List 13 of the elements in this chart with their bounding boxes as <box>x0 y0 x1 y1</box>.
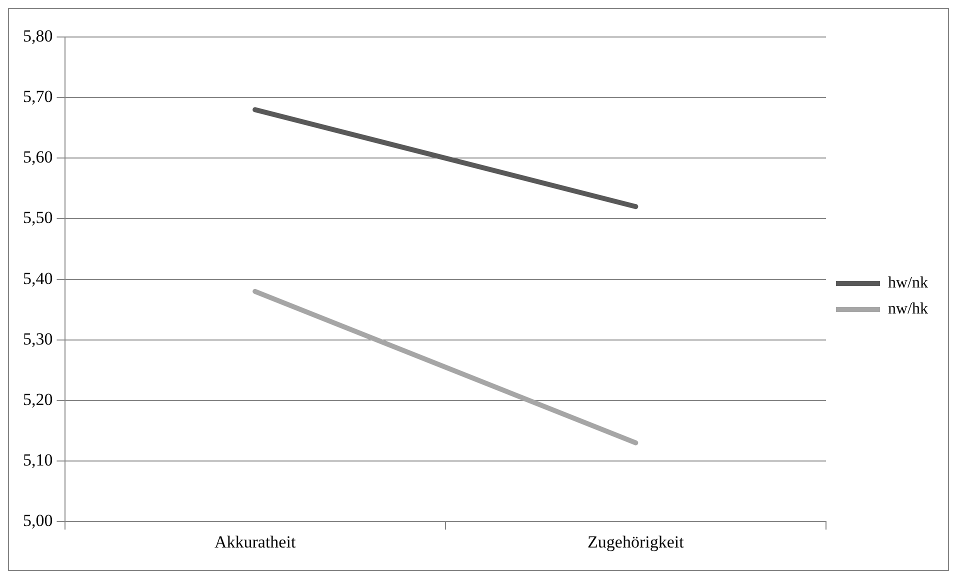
y-tick-label: 5,70 <box>23 87 53 106</box>
y-tick-label: 5,00 <box>23 511 53 530</box>
y-tick-label: 5,10 <box>23 450 53 470</box>
y-tick-label: 5,30 <box>23 329 53 348</box>
legend-label: nw/hk <box>888 300 928 318</box>
x-tick-label: Zugehörigkeit <box>588 532 684 552</box>
y-tick-label: 5,80 <box>23 26 53 46</box>
x-tick-label: Akkuratheit <box>214 532 296 552</box>
y-tick-label: 5,50 <box>23 208 53 228</box>
y-tick-label: 5,60 <box>23 148 53 167</box>
y-tick-label: 5,40 <box>23 268 53 288</box>
y-tick-label: 5,20 <box>23 390 53 409</box>
legend-label: hw/nk <box>888 274 928 292</box>
